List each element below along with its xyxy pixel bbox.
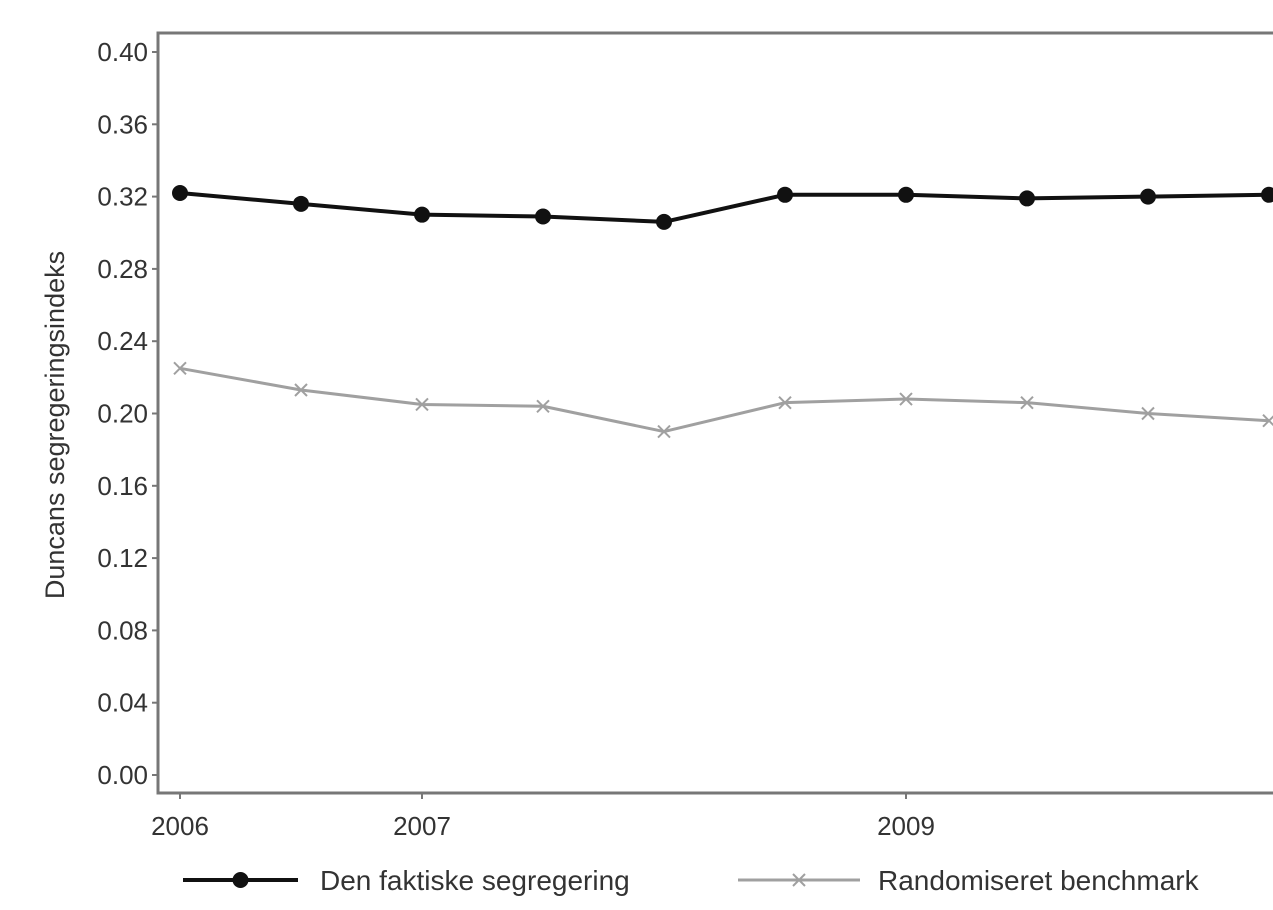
series-line: [179, 366, 1270, 434]
y-tick-label: 0.12: [97, 543, 148, 573]
data-point: [535, 208, 551, 225]
x-tick-label: 2006: [151, 811, 209, 841]
y-tick-label: 0.32: [97, 182, 148, 212]
series-2: [173, 361, 1273, 439]
data-point: [656, 213, 672, 230]
y-tick-label: 0.24: [97, 326, 148, 356]
x-tick-label: 2007: [393, 811, 451, 841]
data-point: [415, 397, 429, 412]
data-point: [899, 392, 913, 406]
data-point: [536, 399, 550, 413]
y-tick-label: 0.36: [97, 109, 148, 139]
y-tick-label: 0.20: [97, 399, 148, 429]
y-tick-label: 0.08: [97, 615, 148, 645]
data-point: [777, 186, 793, 203]
y-axis-ticks: 0.00 0.04 0.08 0.12 0.16 0.20 0.24 0.28 0.32 0.36…: [97, 37, 158, 790]
series-layer: [172, 184, 1273, 439]
data-point: [1141, 406, 1155, 421]
y-tick-label: 0.40: [97, 37, 148, 67]
legend-item: Den faktiske segregering: [183, 865, 630, 896]
data-point: [1262, 414, 1273, 428]
data-point: [657, 424, 671, 439]
legend-item: Randomiseret benchmark: [738, 865, 1200, 896]
y-tick-label: 0.28: [97, 254, 148, 284]
data-point: [1140, 188, 1156, 205]
data-point: [898, 186, 914, 203]
legend-label: Den faktiske segregering: [320, 865, 630, 896]
data-point: [1261, 186, 1273, 203]
x-tick-label: 2009: [877, 811, 935, 841]
data-point: [1019, 190, 1035, 207]
data-point: [172, 184, 188, 201]
data-point: [294, 383, 308, 397]
legend: Den faktiske segregering Randomiseret ben…: [183, 865, 1200, 896]
series-line: [179, 190, 1270, 224]
data-point: [1020, 395, 1034, 410]
series-1: [172, 184, 1273, 230]
plot-frame: [156, 31, 1273, 795]
data-point: [414, 206, 430, 223]
data-point: [293, 195, 309, 212]
data-point: [778, 395, 792, 410]
y-axis-title: Duncans segregeringsindeks: [40, 251, 70, 599]
x-axis-ticks: 20062007200920112013: [151, 793, 935, 841]
y-tick-label: 0.04: [97, 688, 148, 718]
legend-marker: [792, 873, 806, 887]
legend-marker: [232, 872, 249, 888]
y-tick-label: 0.16: [97, 471, 148, 501]
y-tick-label: 0.00: [97, 760, 148, 790]
data-point: [173, 361, 187, 376]
legend-label: Randomiseret benchmark: [878, 865, 1200, 896]
